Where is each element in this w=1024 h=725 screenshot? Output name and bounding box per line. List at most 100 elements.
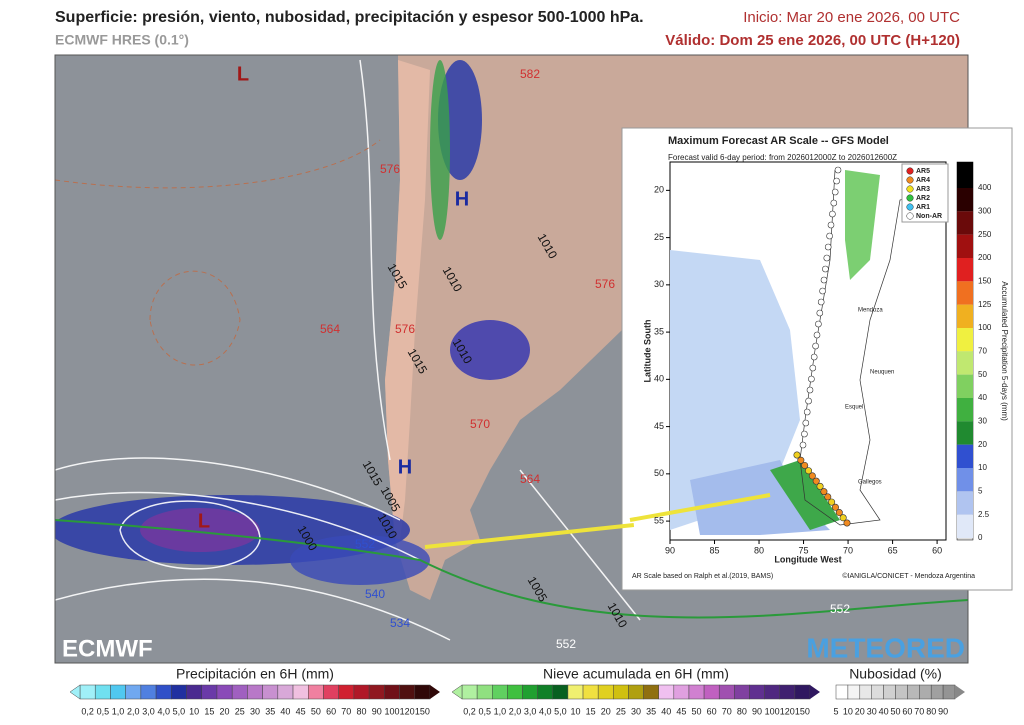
legend-label: 90	[752, 706, 762, 716]
legend-cell	[292, 684, 309, 700]
ar-dot	[803, 408, 811, 416]
legend-label: AR2	[916, 195, 930, 202]
ar-dot	[808, 375, 815, 383]
legend-cell	[597, 684, 614, 700]
place: Esquel	[845, 405, 863, 411]
ar-dot	[843, 519, 851, 527]
ar-dot	[793, 451, 801, 459]
legend-dot	[906, 194, 914, 202]
ar-dot	[810, 353, 818, 361]
legend-label: 25	[235, 706, 245, 716]
chile	[385, 60, 430, 540]
legend-label: 5	[833, 706, 838, 716]
legend-label: AR4	[916, 177, 930, 184]
inset	[621, 127, 1013, 591]
inset-x-label: Longitude West	[774, 554, 841, 564]
legend-label: 50	[890, 706, 900, 716]
ar-dot	[823, 254, 831, 262]
precip	[140, 508, 260, 552]
thickness-label: 552	[556, 637, 576, 651]
thickness-label: 552	[355, 537, 375, 551]
legend-label: 40	[280, 706, 290, 716]
legend-title: Nubosidad (%)	[849, 666, 942, 682]
colorbar-tick-label: 150	[978, 276, 992, 285]
legend-cell	[461, 684, 478, 700]
legend-label: 15	[586, 706, 596, 716]
model: ECMWF HRES (0.1°)	[55, 32, 189, 48]
legend-cell	[794, 684, 811, 700]
thickness-label: 576	[395, 322, 415, 336]
legend-cell	[552, 684, 569, 700]
ar-dot	[819, 287, 826, 295]
legend-cell	[414, 684, 431, 700]
legend-cell	[201, 684, 218, 700]
legend-cell	[673, 684, 690, 700]
legend-cell	[613, 684, 629, 700]
legend-label: 100	[384, 706, 399, 716]
legend-label: 20	[855, 706, 865, 716]
legend-cell	[749, 684, 765, 700]
colorbar-tick-label: 70	[978, 346, 987, 355]
legend-cell	[79, 684, 96, 700]
legend-cell	[476, 684, 493, 700]
legend-cell	[94, 684, 111, 700]
colorbar-tick-label: 30	[978, 416, 987, 425]
ar-dot	[826, 232, 833, 240]
colorbar-tick-label: 125	[978, 300, 992, 309]
colorbar-cell	[957, 514, 973, 538]
ar-dot	[812, 477, 820, 485]
colorbar-tick-label: 200	[978, 253, 992, 262]
legend-cell	[262, 684, 279, 700]
ar-dot	[828, 498, 836, 506]
legend-cell	[764, 684, 780, 700]
colorbar-cell	[957, 234, 973, 258]
colorbar-top	[957, 162, 973, 188]
legend-label: 10	[189, 706, 199, 716]
colorbar-tick-label: 100	[978, 323, 992, 332]
precip	[450, 320, 530, 380]
legend-cell	[883, 684, 896, 700]
legend-title: Nieve acumulada en 6H (mm)	[543, 666, 729, 682]
ar-dot	[809, 364, 817, 372]
legend-label: 10	[570, 706, 580, 716]
legend-cell	[308, 684, 324, 700]
legend-cell	[338, 684, 355, 700]
legend-cell	[643, 684, 659, 700]
x-tick-label: 90	[665, 545, 675, 555]
legend-arrow	[955, 685, 965, 699]
arrow	[629, 493, 771, 522]
inset-subtitle: Forecast valid 6-day period: from 202601…	[668, 153, 897, 162]
ar-dot	[829, 210, 836, 218]
ar-dot	[801, 461, 809, 469]
legend-cell	[718, 684, 735, 700]
y-tick-label: 55	[654, 515, 664, 525]
legend-label: 120	[400, 706, 415, 716]
legend-label: 0,5	[97, 706, 110, 716]
ar-dot	[805, 467, 813, 475]
legend-cell	[835, 684, 849, 700]
legend-label: 60	[902, 706, 912, 716]
legend-label: 0,5	[478, 706, 491, 716]
arrow	[424, 523, 635, 549]
legend-label: 50	[692, 706, 702, 716]
ar-dot	[830, 199, 838, 207]
legend-dot	[906, 167, 914, 175]
place: Mendoza	[858, 308, 883, 314]
colorbar-cell	[957, 398, 973, 422]
legend-label: AR1	[916, 204, 930, 211]
legend-cell	[216, 684, 233, 700]
legend-cell	[140, 684, 157, 700]
thickness	[55, 139, 381, 366]
y-tick-label: 30	[654, 279, 664, 289]
legend-label: 5,0	[173, 706, 186, 716]
colorbar-cell	[957, 281, 973, 305]
ar-dot	[833, 177, 840, 185]
legend-label: 1,0	[112, 706, 125, 716]
ar-dot	[816, 309, 824, 317]
x-tick-label: 65	[888, 545, 898, 555]
ar-dot	[822, 265, 829, 273]
colorbar-cell	[957, 188, 973, 212]
inset-footer: AR Scale based on Ralph et al.(2019, BAM…	[632, 573, 773, 580]
